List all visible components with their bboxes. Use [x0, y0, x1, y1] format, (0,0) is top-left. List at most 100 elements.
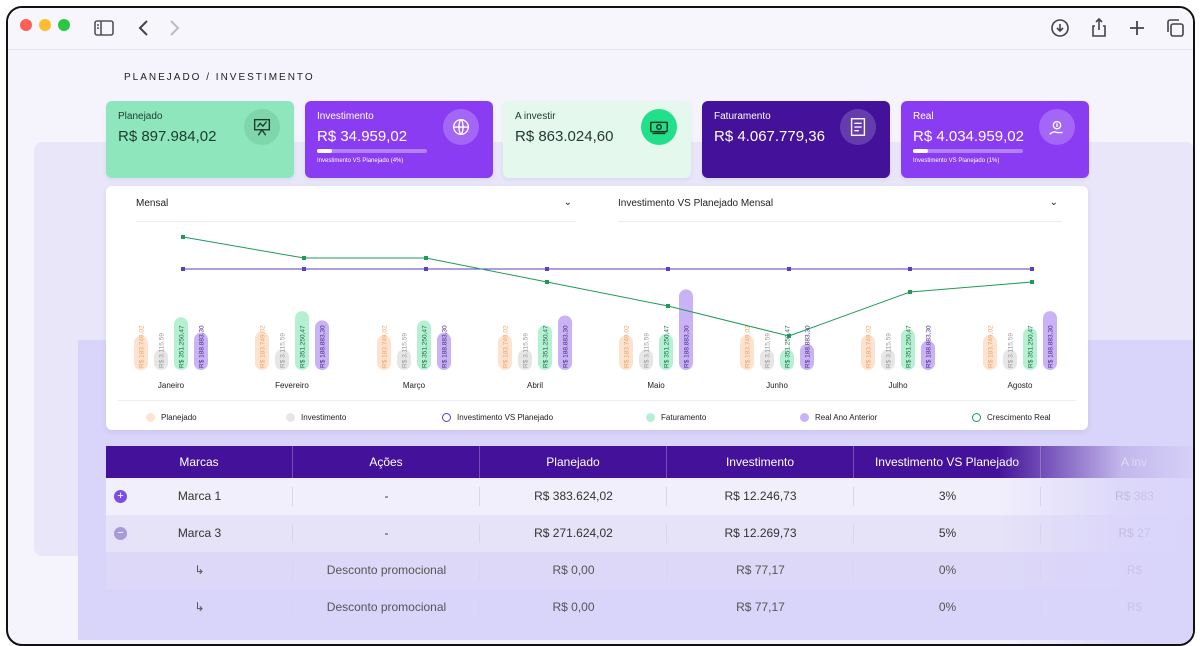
- table-cell-actions: Desconto promocional: [293, 552, 480, 589]
- bar-value-label: R$ 183.749,02: [745, 325, 752, 368]
- bar-faturamento: [780, 349, 794, 370]
- table-cell-brand: Marca 1: [106, 478, 293, 515]
- bar-planejado: [255, 331, 269, 370]
- progress-label: Investimento VS Planejado (1%): [913, 158, 1000, 164]
- expand-row-button[interactable]: +: [114, 490, 127, 503]
- line-point: [302, 267, 306, 271]
- close-window-button[interactable]: [20, 19, 32, 31]
- bar-value-label: R$ 3.115,59: [765, 333, 772, 368]
- kpi-card-label: Investimento: [317, 111, 374, 122]
- maximize-window-button[interactable]: [58, 19, 70, 31]
- globe-money-icon: [443, 109, 479, 145]
- cell-text: R$ 271.624,02: [534, 526, 613, 540]
- kpi-card-value: R$ 34.959,02: [317, 128, 408, 145]
- forward-arrow-icon[interactable]: [162, 16, 186, 40]
- table-cell-brand: ↳: [106, 552, 293, 589]
- legend-swatch: [646, 413, 655, 422]
- column-header[interactable]: Marcas: [106, 446, 293, 478]
- hand-money-icon: [1039, 109, 1075, 145]
- table-cell-actions: -: [293, 515, 480, 552]
- new-tab-plus-icon[interactable]: [1125, 16, 1149, 40]
- minimize-window-button[interactable]: [39, 19, 51, 31]
- bar-value-label: R$ 351.250,47: [785, 325, 792, 368]
- table-cell-investimento: R$ 12.246,73: [667, 478, 854, 515]
- collapse-row-button[interactable]: −: [114, 527, 127, 540]
- browser-window: PLANEJADO / INVESTIMENTO Planejado R$ 897…: [6, 6, 1195, 646]
- sidebar-toggle-icon[interactable]: [92, 16, 116, 40]
- bar-faturamento: [417, 320, 431, 370]
- line-point: [1030, 267, 1034, 271]
- table-cell-investimento: R$ 12.269,73: [667, 515, 854, 552]
- column-header[interactable]: Ações: [293, 446, 480, 478]
- line-point: [424, 256, 428, 260]
- back-arrow-icon[interactable]: [132, 16, 156, 40]
- bar-value-label: R$ 3.115,59: [402, 333, 409, 368]
- cell-text: R$ 12.269,73: [724, 526, 797, 540]
- kpi-card-real: Real R$ 4.034.959,02 Investimento VS Plane…: [901, 101, 1089, 178]
- cell-text: 5%: [938, 526, 957, 540]
- progress-bar: [317, 149, 427, 153]
- line-point: [787, 267, 791, 271]
- line-point: [666, 267, 670, 271]
- kpi-card-label: Real: [913, 111, 934, 122]
- bar-value-label: R$ 351.250,47: [300, 325, 307, 368]
- table-cell-planejado: R$ 0,00: [480, 552, 667, 589]
- line-point: [302, 256, 306, 260]
- column-header[interactable]: Planejado: [480, 446, 667, 478]
- legend-label: Investimento VS Planejado: [457, 413, 554, 422]
- kpi-card-planejado: Planejado R$ 897.984,02: [106, 101, 294, 178]
- x-tick-label: Abril: [527, 381, 543, 390]
- bar-planejado: [619, 335, 633, 370]
- bar-planejado: [377, 335, 391, 370]
- tab-overview-icon[interactable]: [1163, 16, 1187, 40]
- kpi-card-label: A investir: [515, 111, 556, 122]
- bar-faturamento: [174, 317, 188, 370]
- bar-value-label: R$ 188.883,30: [563, 325, 570, 368]
- bar-value-label: R$ 351.250,47: [1028, 325, 1035, 368]
- bar-faturamento: [1023, 327, 1037, 370]
- progress-label: Investimento VS Planejado (4%): [317, 158, 404, 164]
- metric-select[interactable]: Investimento VS Planejado Mensal ⌄: [618, 194, 1062, 222]
- legend-item[interactable]: Real Ano Anterior: [800, 413, 877, 422]
- period-select[interactable]: Mensal ⌄: [136, 194, 576, 222]
- table-cell-planejado: R$ 271.624,02: [480, 515, 667, 552]
- bar-planejado: [134, 335, 148, 370]
- share-icon[interactable]: [1087, 16, 1111, 40]
- legend-item[interactable]: Planejado: [146, 413, 197, 422]
- bar-value-label: R$ 188.883,30: [926, 325, 933, 368]
- column-header[interactable]: Investimento: [667, 446, 854, 478]
- x-tick-label: Janeiro: [158, 381, 185, 390]
- legend-label: Faturamento: [661, 413, 707, 422]
- bar-investimento: [518, 349, 532, 370]
- period-select-value: Mensal: [136, 198, 169, 209]
- cell-text: -: [384, 526, 389, 540]
- cell-text: 0%: [938, 600, 957, 614]
- bar-real-ano-anterior: [800, 343, 814, 370]
- legend-item[interactable]: Faturamento: [646, 413, 706, 422]
- legend-item[interactable]: Investimento VS Planejado: [442, 413, 553, 422]
- bar-faturamento: [901, 329, 915, 370]
- presentation-board-icon: [244, 109, 280, 145]
- bar-investimento: [881, 349, 895, 370]
- download-icon[interactable]: [1048, 16, 1072, 40]
- x-tick-label: Fevereiro: [275, 381, 309, 390]
- kpi-card-investimento: Investimento R$ 34.959,02 Investimento VS …: [305, 101, 493, 178]
- cell-text: Desconto promocional: [326, 563, 447, 577]
- legend-swatch: [146, 413, 155, 422]
- bar-value-label: R$ 188.883,30: [684, 325, 691, 368]
- x-tick-label: Março: [403, 381, 426, 390]
- bar-planejado: [740, 335, 754, 370]
- invoice-icon: [840, 109, 876, 145]
- cell-text: R$ 12.246,73: [724, 489, 797, 503]
- bar-value-label: R$ 3.115,59: [1008, 333, 1015, 368]
- cell-text: R$ 77,17: [736, 600, 785, 614]
- kpi-card-a-investir: A investir R$ 863.024,60: [503, 101, 691, 178]
- legend-swatch: [442, 413, 451, 422]
- kpi-card-value: R$ 897.984,02: [118, 128, 217, 145]
- bar-planejado: [983, 335, 997, 370]
- bar-investimento: [639, 349, 653, 370]
- line-point: [545, 267, 549, 271]
- legend-item[interactable]: Crescimento Real: [972, 413, 1051, 422]
- line-point: [908, 267, 912, 271]
- legend-item[interactable]: Investimento: [286, 413, 346, 422]
